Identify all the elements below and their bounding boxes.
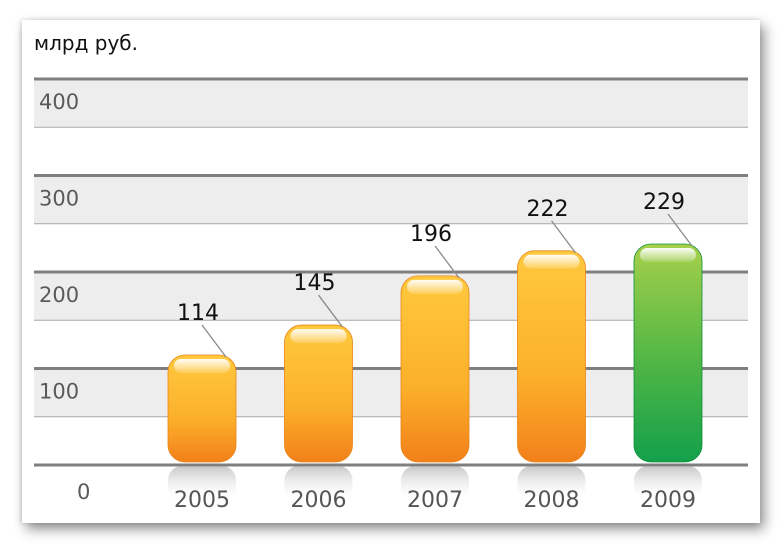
value-label: 145 xyxy=(294,271,336,296)
bar-highlight xyxy=(290,329,347,344)
bar-highlight xyxy=(523,254,580,269)
leader-line xyxy=(201,324,227,358)
value-label: 222 xyxy=(527,197,569,222)
value-label: 229 xyxy=(643,190,685,215)
bar xyxy=(167,354,237,463)
category-label: 2007 xyxy=(407,488,463,513)
bar-reflection xyxy=(634,466,702,502)
bar-reflection xyxy=(401,466,469,502)
leader-line xyxy=(434,245,460,279)
bar-reflection xyxy=(284,466,353,502)
bar xyxy=(284,324,353,463)
bar xyxy=(517,250,586,463)
grid-band xyxy=(34,175,748,224)
bar-highlight xyxy=(640,248,696,263)
unit-label: млрд руб. xyxy=(34,31,138,55)
y-tick-label: 0 xyxy=(77,480,90,504)
value-label: 196 xyxy=(410,222,452,247)
category-label: 2006 xyxy=(291,488,347,513)
category-label: 2005 xyxy=(174,488,230,513)
y-tick-label: 200 xyxy=(39,283,79,307)
category-label: 2008 xyxy=(524,488,580,513)
bar-reflection xyxy=(168,466,236,502)
bar xyxy=(633,243,703,463)
leader-line xyxy=(550,220,577,254)
bar-reflection xyxy=(517,466,586,502)
y-tick-label: 400 xyxy=(39,90,79,114)
y-tick-label: 100 xyxy=(39,380,79,404)
grid-band xyxy=(34,79,748,128)
y-tick-label: 300 xyxy=(39,187,79,211)
value-label: 114 xyxy=(177,301,219,326)
grid-band xyxy=(34,368,748,417)
bar-highlight xyxy=(174,358,230,373)
leader-line xyxy=(317,294,344,328)
bar-highlight xyxy=(407,279,463,294)
bar xyxy=(400,275,470,463)
leader-line xyxy=(667,213,693,247)
grid-band xyxy=(34,272,748,321)
category-label: 2009 xyxy=(640,488,696,513)
